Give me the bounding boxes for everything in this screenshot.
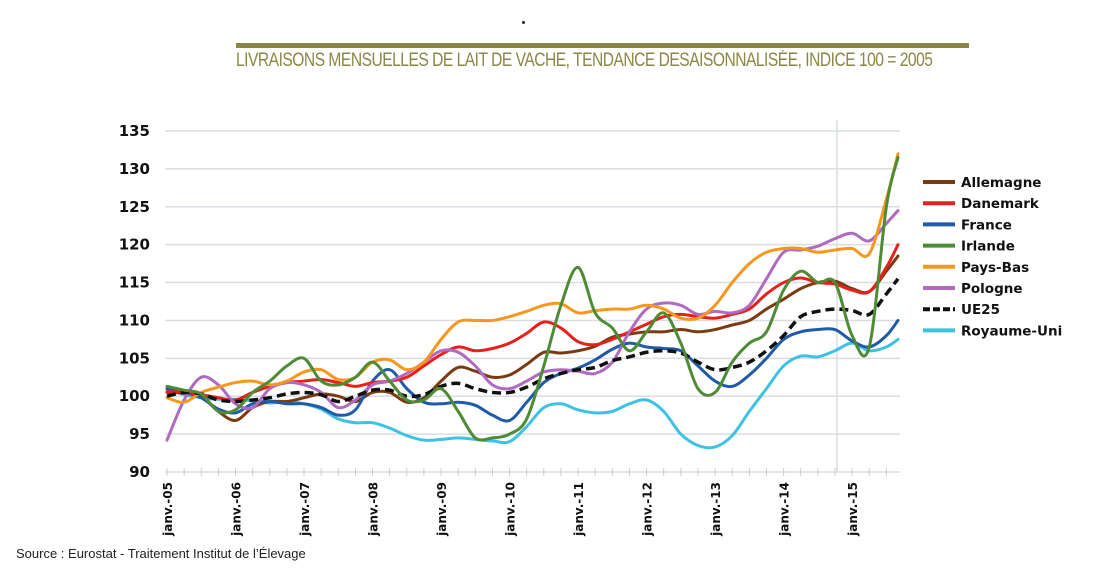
y-tick-label: 100 <box>119 387 150 405</box>
legend-label: Irlande <box>961 239 1015 255</box>
y-tick-label: 95 <box>129 425 150 443</box>
legend-item: France <box>923 217 1012 233</box>
legend-item: Allemagne <box>923 175 1041 191</box>
y-tick-label: 115 <box>119 274 150 292</box>
legend-item: Pays-Bas <box>923 260 1029 276</box>
source-note: Source : Eurostat - Traitement Institut … <box>16 546 306 561</box>
legend-item: Pologne <box>923 281 1023 297</box>
legend-label: France <box>961 217 1012 233</box>
series-line-irlande <box>165 156 900 442</box>
x-tick-label: janv.-10 <box>504 482 518 537</box>
y-tick-label: 125 <box>119 198 150 216</box>
y-tick-label: 90 <box>129 463 150 481</box>
legend-label: Royaume-Uni <box>961 323 1062 339</box>
y-tick-label: 130 <box>119 160 150 178</box>
y-tick-label: 105 <box>119 349 150 367</box>
x-tick-label: janv.-15 <box>846 482 860 537</box>
x-tick-label: janv.-07 <box>298 482 312 537</box>
legend-item: Danemark <box>923 196 1040 212</box>
y-axis: 90 95 100 105 110 115 120 125 130 135 <box>119 122 150 481</box>
title-rule <box>236 43 969 48</box>
y-tick-label: 135 <box>119 122 150 140</box>
y-tick-label: 110 <box>119 311 150 329</box>
legend-item: UE25 <box>923 302 1000 318</box>
x-tick-label: janv.-12 <box>641 482 655 537</box>
series-line-ue25 <box>166 277 900 404</box>
y-tick-label: 120 <box>119 236 150 254</box>
x-tick-label: janv.-09 <box>435 482 449 537</box>
legend-label: UE25 <box>961 302 1000 318</box>
stray-dot <box>522 21 525 24</box>
legend-label: Danemark <box>961 196 1040 212</box>
series-line-pays-bas <box>165 152 900 404</box>
grid <box>165 120 900 472</box>
x-axis: janv.-05 janv.-06 janv.-07 janv.-08 janv.-09… <box>161 468 900 537</box>
legend-label: Allemagne <box>961 175 1041 191</box>
x-tick-label: janv.-08 <box>367 482 381 537</box>
legend: Allemagne Danemark France Irlande Pays-Bas Po… <box>923 175 1062 339</box>
series-lines <box>165 152 900 450</box>
chart-title: LIVRAISONS MENSUELLES DE LAIT DE VACHE, … <box>236 50 933 71</box>
legend-item: Irlande <box>923 239 1015 255</box>
series-line-allemagne <box>165 254 900 422</box>
legend-label: Pays-Bas <box>961 260 1029 276</box>
series-line-pologne <box>165 209 900 442</box>
x-tick-label: janv.-06 <box>230 482 244 537</box>
x-tick-label: janv.-13 <box>709 482 723 537</box>
x-tick-label: janv.-14 <box>778 482 792 537</box>
legend-label: Pologne <box>961 281 1023 297</box>
x-tick-label: janv.-05 <box>161 482 175 537</box>
x-tick-label: janv.-11 <box>572 482 586 537</box>
legend-item: Royaume-Uni <box>923 323 1062 339</box>
